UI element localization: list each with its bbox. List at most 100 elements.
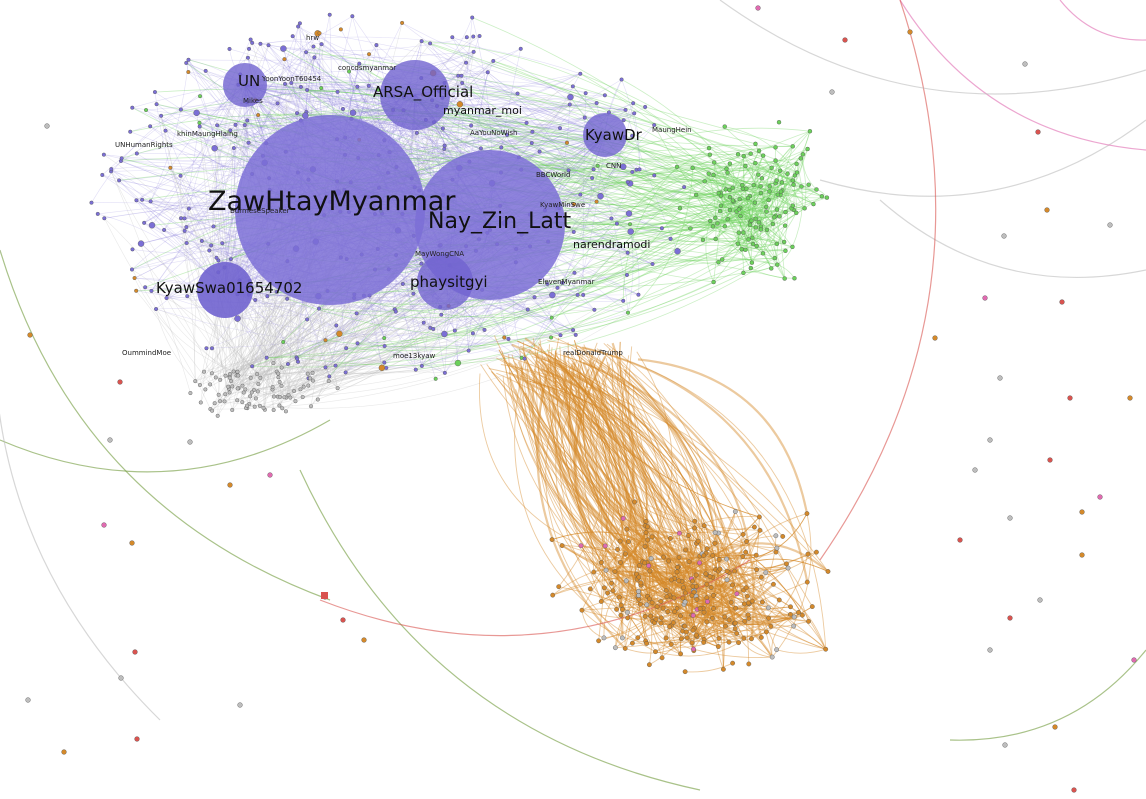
peripheral-node[interactable] (1071, 787, 1077, 793)
node-purple[interactable] (178, 216, 183, 221)
node-green[interactable] (753, 225, 759, 230)
node-gray[interactable] (216, 392, 221, 397)
node-orange[interactable] (697, 606, 703, 612)
node-green[interactable] (814, 187, 819, 192)
node-gray[interactable] (236, 373, 241, 378)
node-orange[interactable] (690, 627, 696, 633)
node-purple[interactable] (354, 311, 359, 316)
node-green[interactable] (792, 276, 797, 281)
hub-node-kyawdr[interactable] (583, 113, 627, 157)
node-purple[interactable] (668, 236, 673, 241)
node-purple[interactable] (567, 93, 574, 101)
node-purple[interactable] (144, 108, 149, 113)
hub-node-phaysitgyi[interactable] (417, 254, 473, 310)
node-purple[interactable] (275, 101, 280, 106)
node-orange[interactable] (784, 561, 789, 567)
node-orange[interactable] (704, 619, 710, 625)
node-orange[interactable] (728, 599, 734, 605)
node-orange[interactable] (667, 624, 672, 630)
node-purple[interactable] (333, 363, 338, 368)
node-orange[interactable] (707, 574, 713, 579)
node-gray[interactable] (277, 403, 282, 408)
node-green[interactable] (769, 165, 774, 170)
node-purple[interactable] (558, 333, 563, 338)
node-purple[interactable] (355, 84, 360, 89)
node-purple[interactable] (564, 140, 569, 145)
node-orange[interactable] (587, 586, 593, 592)
node-purple[interactable] (549, 291, 556, 299)
node-orange[interactable] (654, 604, 660, 610)
node-gray[interactable] (255, 389, 260, 394)
node-purple[interactable] (159, 113, 164, 118)
node-purple[interactable] (343, 370, 348, 375)
node-purple[interactable] (285, 296, 290, 301)
node-orange[interactable] (646, 662, 652, 668)
node-orange[interactable] (624, 526, 630, 532)
node-purple[interactable] (162, 227, 167, 232)
node-orange[interactable] (730, 660, 736, 666)
node-green[interactable] (710, 224, 716, 229)
node-purple[interactable] (609, 216, 614, 221)
node-purple[interactable] (595, 163, 600, 168)
node-purple[interactable] (130, 105, 135, 110)
node-orange[interactable] (726, 639, 732, 645)
node-purple[interactable] (211, 224, 216, 229)
node-green[interactable] (775, 262, 780, 267)
node-orange[interactable] (678, 613, 683, 619)
node-purple[interactable] (297, 21, 302, 26)
node-purple[interactable] (319, 42, 324, 47)
node-orange[interactable] (616, 594, 622, 600)
node-green[interactable] (769, 266, 774, 271)
node-purple[interactable] (154, 307, 159, 312)
node-purple[interactable] (549, 315, 554, 320)
node-orange[interactable] (785, 565, 791, 571)
node-orange[interactable] (683, 547, 688, 553)
node-orange[interactable] (690, 578, 696, 584)
node-green[interactable] (743, 163, 748, 169)
node-green[interactable] (677, 205, 683, 211)
node-orange[interactable] (668, 577, 674, 583)
node-green[interactable] (763, 204, 769, 210)
node-green[interactable] (708, 218, 713, 224)
node-purple[interactable] (614, 221, 619, 226)
node-orange[interactable] (724, 556, 729, 562)
node-purple[interactable] (506, 336, 511, 341)
node-gray[interactable] (215, 413, 220, 418)
node-orange[interactable] (658, 615, 664, 621)
node-orange[interactable] (743, 549, 749, 555)
node-orange[interactable] (667, 535, 673, 541)
node-green[interactable] (794, 170, 800, 175)
peripheral-node[interactable] (972, 467, 978, 473)
node-purple[interactable] (265, 294, 270, 299)
peripheral-node[interactable] (1047, 457, 1053, 463)
node-green[interactable] (764, 227, 770, 233)
node-gray[interactable] (209, 371, 214, 376)
node-orange[interactable] (649, 534, 655, 540)
node-green[interactable] (718, 203, 724, 208)
node-gray[interactable] (258, 375, 263, 380)
node-purple[interactable] (186, 206, 191, 211)
node-purple[interactable] (482, 327, 487, 332)
node-green[interactable] (778, 189, 784, 194)
node-orange[interactable] (643, 530, 649, 535)
node-purple[interactable] (334, 323, 339, 328)
node-gray[interactable] (271, 407, 276, 412)
node-orange[interactable] (796, 610, 801, 615)
node-gray[interactable] (271, 394, 276, 399)
node-purple[interactable] (250, 40, 255, 45)
peripheral-node[interactable] (61, 749, 67, 755)
node-purple[interactable] (466, 348, 471, 353)
node-orange[interactable] (632, 499, 638, 505)
node-purple[interactable] (186, 57, 191, 62)
node-purple[interactable] (525, 307, 530, 312)
node-purple[interactable] (228, 257, 233, 262)
node-gray[interactable] (203, 387, 208, 392)
node-purple[interactable] (281, 339, 286, 344)
node-purple[interactable] (652, 173, 657, 178)
node-gray[interactable] (210, 408, 215, 413)
node-gray[interactable] (230, 407, 235, 412)
node-purple[interactable] (366, 83, 371, 88)
node-purple[interactable] (572, 270, 577, 275)
node-orange[interactable] (732, 626, 738, 632)
peripheral-node[interactable] (129, 540, 135, 546)
